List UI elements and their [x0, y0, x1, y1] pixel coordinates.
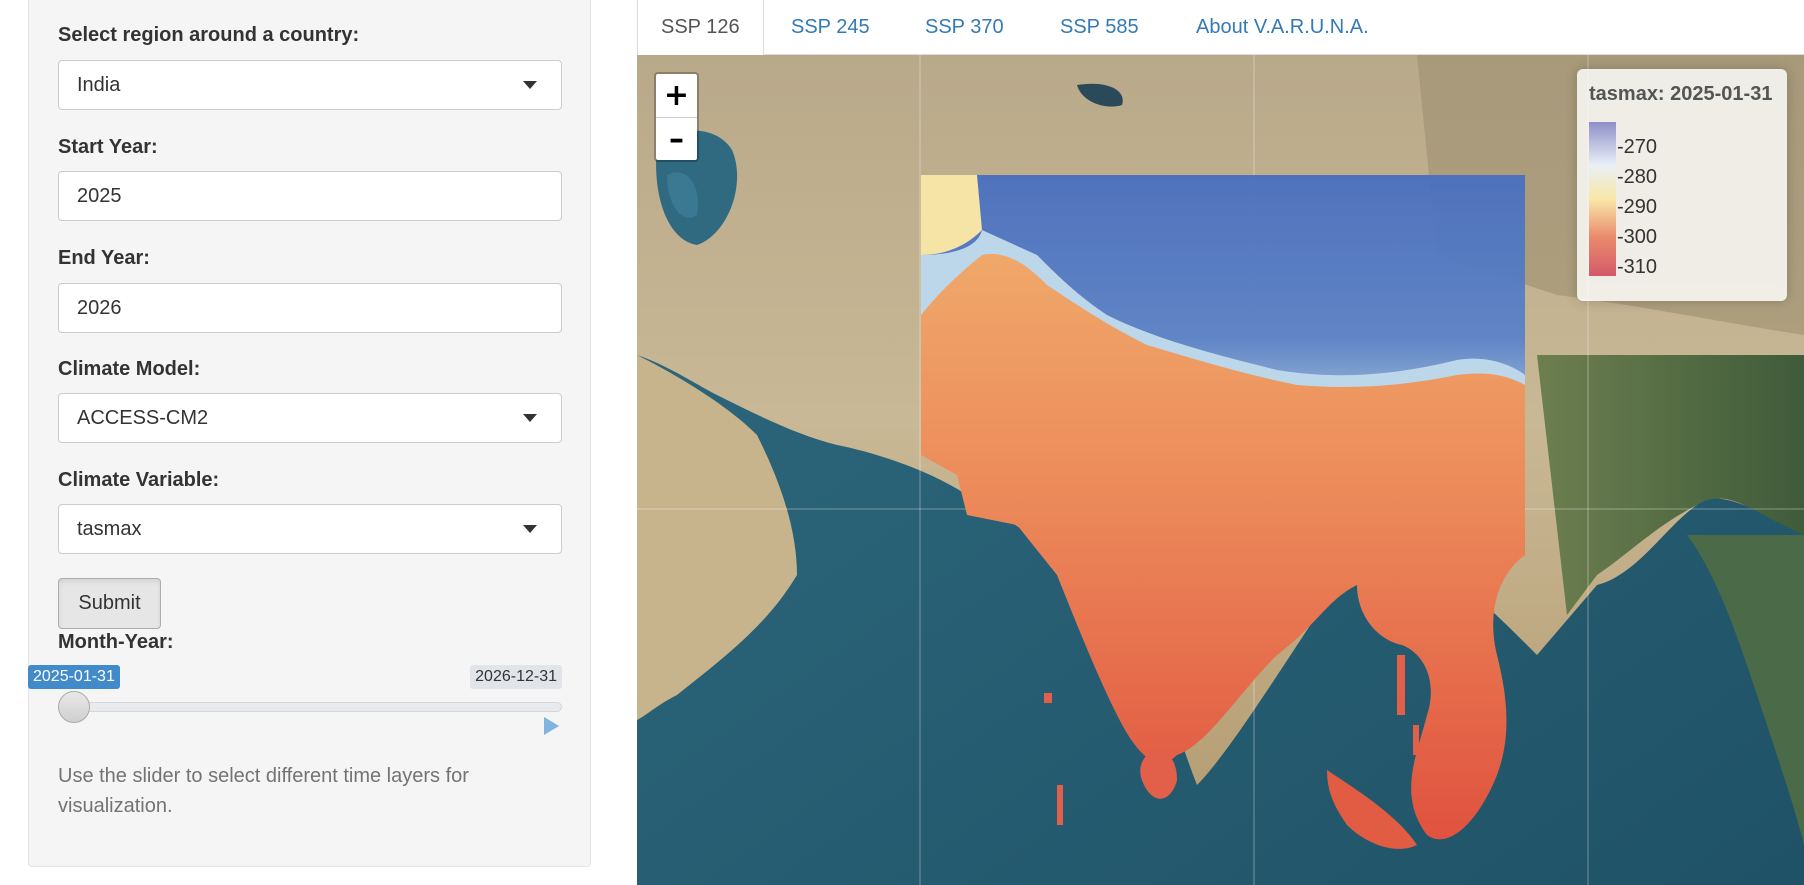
month-year-slider-handle[interactable] [58, 691, 90, 723]
tab-ssp-245[interactable]: SSP 245 [791, 16, 870, 38]
end-year-input[interactable]: 2026 [58, 283, 562, 333]
legend-tick: -310 [1617, 256, 1658, 278]
map-view[interactable]: + – tasmax: 2025-01-31 -270 -280 -290 -3… [637, 55, 1804, 885]
map-legend: tasmax: 2025-01-31 -270 -280 -290 -300 -… [1577, 69, 1787, 301]
climate-variable-select[interactable]: tasmax [58, 504, 562, 554]
climate-variable-label: Climate Variable: [58, 469, 220, 491]
zoom-control: + – [654, 72, 699, 162]
climate-model-value: ACCESS-CM2 [77, 406, 209, 429]
climate-model-label: Climate Model: [58, 358, 201, 380]
chevron-down-icon [523, 81, 537, 89]
climate-model-select[interactable]: ACCESS-CM2 [58, 393, 562, 443]
tab-ssp-585[interactable]: SSP 585 [1060, 16, 1139, 38]
country-select[interactable]: India [58, 60, 562, 110]
play-icon[interactable] [544, 717, 559, 735]
legend-color-ramp [1589, 122, 1616, 276]
tab-ssp-126[interactable]: SSP 126 [637, 0, 764, 56]
chevron-down-icon [523, 414, 537, 422]
chevron-down-icon [523, 525, 537, 533]
legend-tick: -270 [1617, 136, 1658, 158]
start-year-label: Start Year: [58, 136, 158, 158]
slider-from-badge: 2025-01-31 [28, 665, 120, 689]
legend-title: tasmax: 2025-01-31 [1589, 83, 1773, 105]
tab-about[interactable]: About V.A.R.U.N.A. [1196, 16, 1369, 38]
month-year-label: Month-Year: [58, 631, 174, 653]
help-text: Use the slider to select different time … [58, 765, 469, 817]
scenario-tabs: SSP 126 SSP 245 SSP 370 SSP 585 About V.… [637, 0, 1804, 56]
start-year-input[interactable]: 2025 [58, 171, 562, 221]
submit-button[interactable]: Submit [58, 578, 161, 629]
legend-tick: -290 [1617, 196, 1658, 218]
legend-tick: -280 [1617, 166, 1658, 188]
legend-tick: -300 [1617, 226, 1658, 248]
tab-ssp-370[interactable]: SSP 370 [925, 16, 1004, 38]
month-year-slider-track[interactable] [74, 702, 562, 712]
temperature-raster-overlay [921, 175, 1525, 849]
zoom-out-button[interactable]: – [669, 122, 684, 157]
zoom-in-button[interactable]: + [656, 74, 697, 118]
slider-to-badge: 2026-12-31 [470, 665, 562, 689]
country-select-value: India [77, 73, 121, 96]
country-label: Select region around a country: [58, 24, 360, 46]
climate-variable-value: tasmax [77, 517, 142, 540]
end-year-label: End Year: [58, 247, 150, 269]
